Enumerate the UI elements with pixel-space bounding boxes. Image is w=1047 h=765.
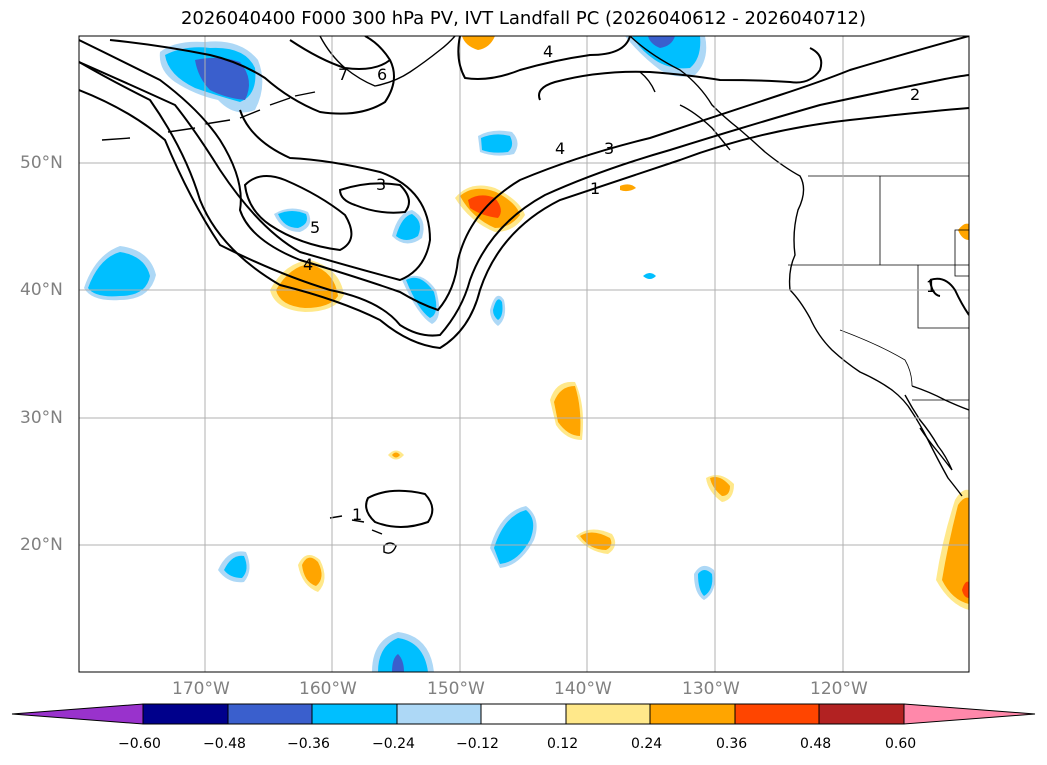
negative-anomaly-region: [406, 277, 437, 318]
contour-label: 3: [604, 139, 614, 158]
pv-contour-line: [79, 61, 969, 350]
strong-negative-anomaly-region: [392, 654, 404, 672]
colorbar-tick-label: 0.48: [800, 736, 832, 752]
negative-anomaly-region: [643, 273, 656, 279]
colorbar-tick-label: −0.48: [203, 736, 246, 752]
negative-anomaly-region: [224, 555, 247, 578]
pv-contour-line: [457, 36, 631, 80]
lat-label: 50°N: [20, 153, 63, 173]
colorbar-bin: [142, 703, 229, 725]
pv-contour-line: [365, 489, 434, 528]
contour-label: 2: [910, 85, 920, 104]
negative-anomaly-region: [481, 134, 513, 153]
map-frame: [78, 35, 970, 673]
positive-anomaly-region: [462, 36, 495, 50]
positive-anomaly-region: [392, 452, 400, 458]
positive-anomaly-region: [302, 557, 322, 586]
lon-label: 150°W: [427, 679, 485, 699]
strong-negative-anomaly-region: [195, 57, 249, 100]
colorbar-tick-label: 0.24: [631, 736, 663, 752]
lat-label: 20°N: [20, 535, 63, 555]
lon-label: 120°W: [810, 679, 868, 699]
positive-anomaly-region: [620, 184, 636, 192]
contour-label: 1: [352, 505, 362, 524]
lat-label: 30°N: [20, 408, 63, 428]
map-title: 2026040400 F000 300 hPa PV, IVT Landfall…: [180, 8, 867, 29]
colorbar-bin: [565, 703, 651, 725]
lon-label: 140°W: [554, 679, 612, 699]
pv-contour-line: [289, 39, 391, 70]
negative-anomaly-region: [493, 299, 503, 320]
negative-anomaly-region: [698, 570, 713, 596]
pv-contours: [79, 36, 969, 528]
state-boundaries: [788, 175, 969, 401]
positive-anomaly-region: [942, 497, 969, 604]
contour-label: 4: [303, 255, 313, 274]
contour-label: 7: [338, 65, 348, 84]
colorbar-bin: [818, 703, 905, 725]
pv-contour-line: [929, 279, 941, 297]
colorbar-bin: [311, 703, 398, 725]
colorbar-tick-label: −0.12: [456, 736, 499, 752]
colorbar-extend-high: [903, 703, 1036, 725]
strong-positive-anomaly-region: [962, 581, 969, 598]
colorbar: [11, 703, 1036, 725]
lon-label: 170°W: [172, 679, 230, 699]
pv-contour-line: [929, 277, 969, 316]
pv-contour-line: [243, 175, 353, 252]
colorbar-tick-label: −0.60: [118, 736, 161, 752]
colorbar-bin: [649, 703, 736, 725]
contour-label: 4: [555, 139, 565, 158]
colorbar-bin: [734, 703, 820, 725]
lat-label: 40°N: [20, 280, 63, 300]
colorbar-tick-label: 0.36: [716, 736, 748, 752]
colorbar-tick-label: −0.36: [287, 736, 330, 752]
positive-anomaly-region: [958, 223, 969, 240]
negative-anomaly-region: [278, 211, 307, 228]
positive-anomaly-region: [554, 386, 581, 436]
positive-anomaly-region: [580, 532, 612, 550]
gridlines: [79, 36, 969, 672]
negative-anomaly-region: [88, 252, 150, 297]
negative-anomaly-region: [378, 638, 428, 672]
pv-contour-line: [79, 61, 432, 282]
colorbar-tick-label: 0.60: [885, 736, 917, 752]
colorbar-bin: [227, 703, 313, 725]
negative-anomaly-region: [494, 510, 534, 564]
contour-label: 6: [377, 65, 387, 84]
pv-contour-line: [338, 182, 410, 214]
colorbar-extend-low: [11, 703, 144, 725]
contour-label: 1: [926, 277, 936, 296]
pv-contour-line: [79, 36, 969, 312]
contour-label: 4: [543, 42, 553, 61]
pv-shading: [84, 36, 969, 672]
negative-anomaly-region: [396, 214, 420, 240]
strong-negative-anomaly-region: [648, 36, 675, 48]
lon-label: 160°W: [299, 679, 357, 699]
contour-label: 1: [590, 179, 600, 198]
aleutian-islands: [101, 91, 316, 141]
colorbar-bin: [480, 703, 567, 725]
colorbar-bin: [396, 703, 482, 725]
lon-label: 130°W: [682, 679, 740, 699]
contour-label: 3: [376, 175, 386, 194]
haida-gwaii: [639, 71, 656, 93]
pv-contour-line: [538, 47, 823, 101]
pv-contour-labels: 1 2 3 3 4 4 4 5 6 7 1 1: [303, 42, 936, 524]
pv-contour-line: [79, 74, 969, 337]
hawaiian-islands: [329, 515, 397, 554]
contour-label: 5: [310, 218, 320, 237]
negative-anomaly-region: [632, 36, 701, 69]
colorbar-tick-label: −0.24: [372, 736, 415, 752]
colorbar-tick-label: 0.12: [547, 736, 579, 752]
